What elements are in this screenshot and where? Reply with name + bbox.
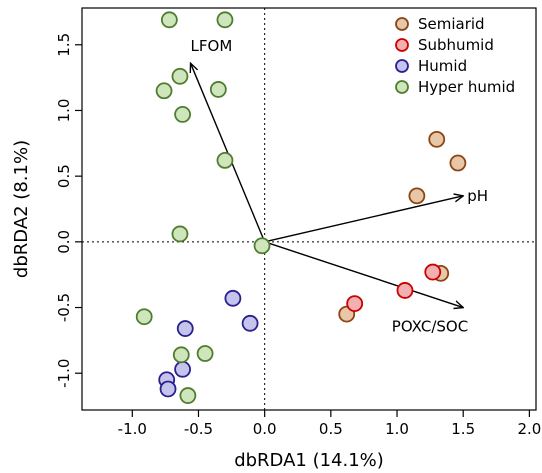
point-hyper-humid (135, 308, 153, 326)
point-hyper-humid (196, 345, 214, 362)
reference-lines (82, 8, 536, 410)
y-tick-label: 1.0 (55, 99, 73, 123)
vector-label: LFOM (191, 37, 233, 55)
point-hyper-humid (155, 82, 173, 100)
y-tick-label: -1.0 (55, 359, 73, 388)
vector-label: pH (467, 187, 488, 205)
x-axis-title: dbRDA1 (14.1%) (234, 450, 384, 471)
point-humid (224, 289, 242, 307)
point-humid (174, 360, 191, 378)
point-hyper-humid (174, 106, 191, 123)
point-hyper-humid (160, 11, 178, 29)
point-hyper-humid (171, 225, 189, 243)
x-axis: -1.0 -0.5 0.0 0.5 1.0 1.5 2.0 (118, 410, 541, 438)
legend-marker-semiarid (395, 17, 409, 31)
vector-arrow-ph (264, 196, 464, 243)
x-tick-label: 0.0 (253, 420, 277, 438)
legend-label-hyper-humid: Hyper humid (418, 78, 515, 96)
point-hyper-humid (216, 11, 234, 29)
point-subhumid (424, 263, 442, 281)
x-tick-label: 0.5 (319, 420, 343, 438)
y-axis-title: dbRDA2 (8.1%) (11, 140, 32, 278)
y-tick-label: -0.5 (55, 293, 73, 322)
point-humid (176, 320, 194, 337)
point-humid (159, 380, 177, 398)
legend-label-subhumid: Subhumid (418, 36, 494, 54)
legend-label-semiarid: Semiarid (418, 15, 485, 33)
x-tick-label: -1.0 (118, 420, 147, 438)
plot-frame (81, 7, 537, 411)
point-semiarid (428, 130, 446, 148)
sample-points (135, 11, 467, 404)
point-hyper-humid (216, 151, 234, 169)
legend-marker-humid (395, 59, 409, 73)
point-hyper-humid (179, 387, 197, 404)
point-semiarid (449, 154, 467, 172)
point-hyper-humid (209, 81, 227, 98)
x-tick-label: 1.5 (451, 420, 475, 438)
vector-label: POXC/SOC (392, 318, 468, 336)
legend-marker-hyper-humid (395, 80, 409, 94)
point-humid (241, 314, 259, 332)
x-tick-label: 2.0 (517, 420, 541, 438)
y-tick-label: 1.5 (55, 33, 73, 57)
point-hyper-humid (172, 346, 190, 364)
point-semiarid (408, 187, 426, 205)
x-tick-label: 1.0 (385, 420, 409, 438)
y-axis: -1.0 -0.5 0.0 0.5 1.0 1.5 (55, 33, 82, 388)
vector-arrow-poxc-soc (264, 241, 464, 308)
point-subhumid (396, 282, 414, 299)
y-tick-label: 0.5 (55, 164, 73, 188)
point-hyper-humid (171, 67, 189, 85)
legend: Semiarid Subhumid Humid Hyper humid (395, 15, 515, 96)
environmental-vectors: LFOM pH POXC/SOC (191, 37, 488, 336)
point-subhumid (346, 295, 364, 312)
legend-label-humid: Humid (418, 57, 467, 75)
y-tick-label: 0.0 (55, 230, 73, 254)
x-tick-label: -0.5 (184, 420, 213, 438)
legend-marker-subhumid (395, 38, 409, 52)
point-hyper-humid (253, 237, 271, 255)
